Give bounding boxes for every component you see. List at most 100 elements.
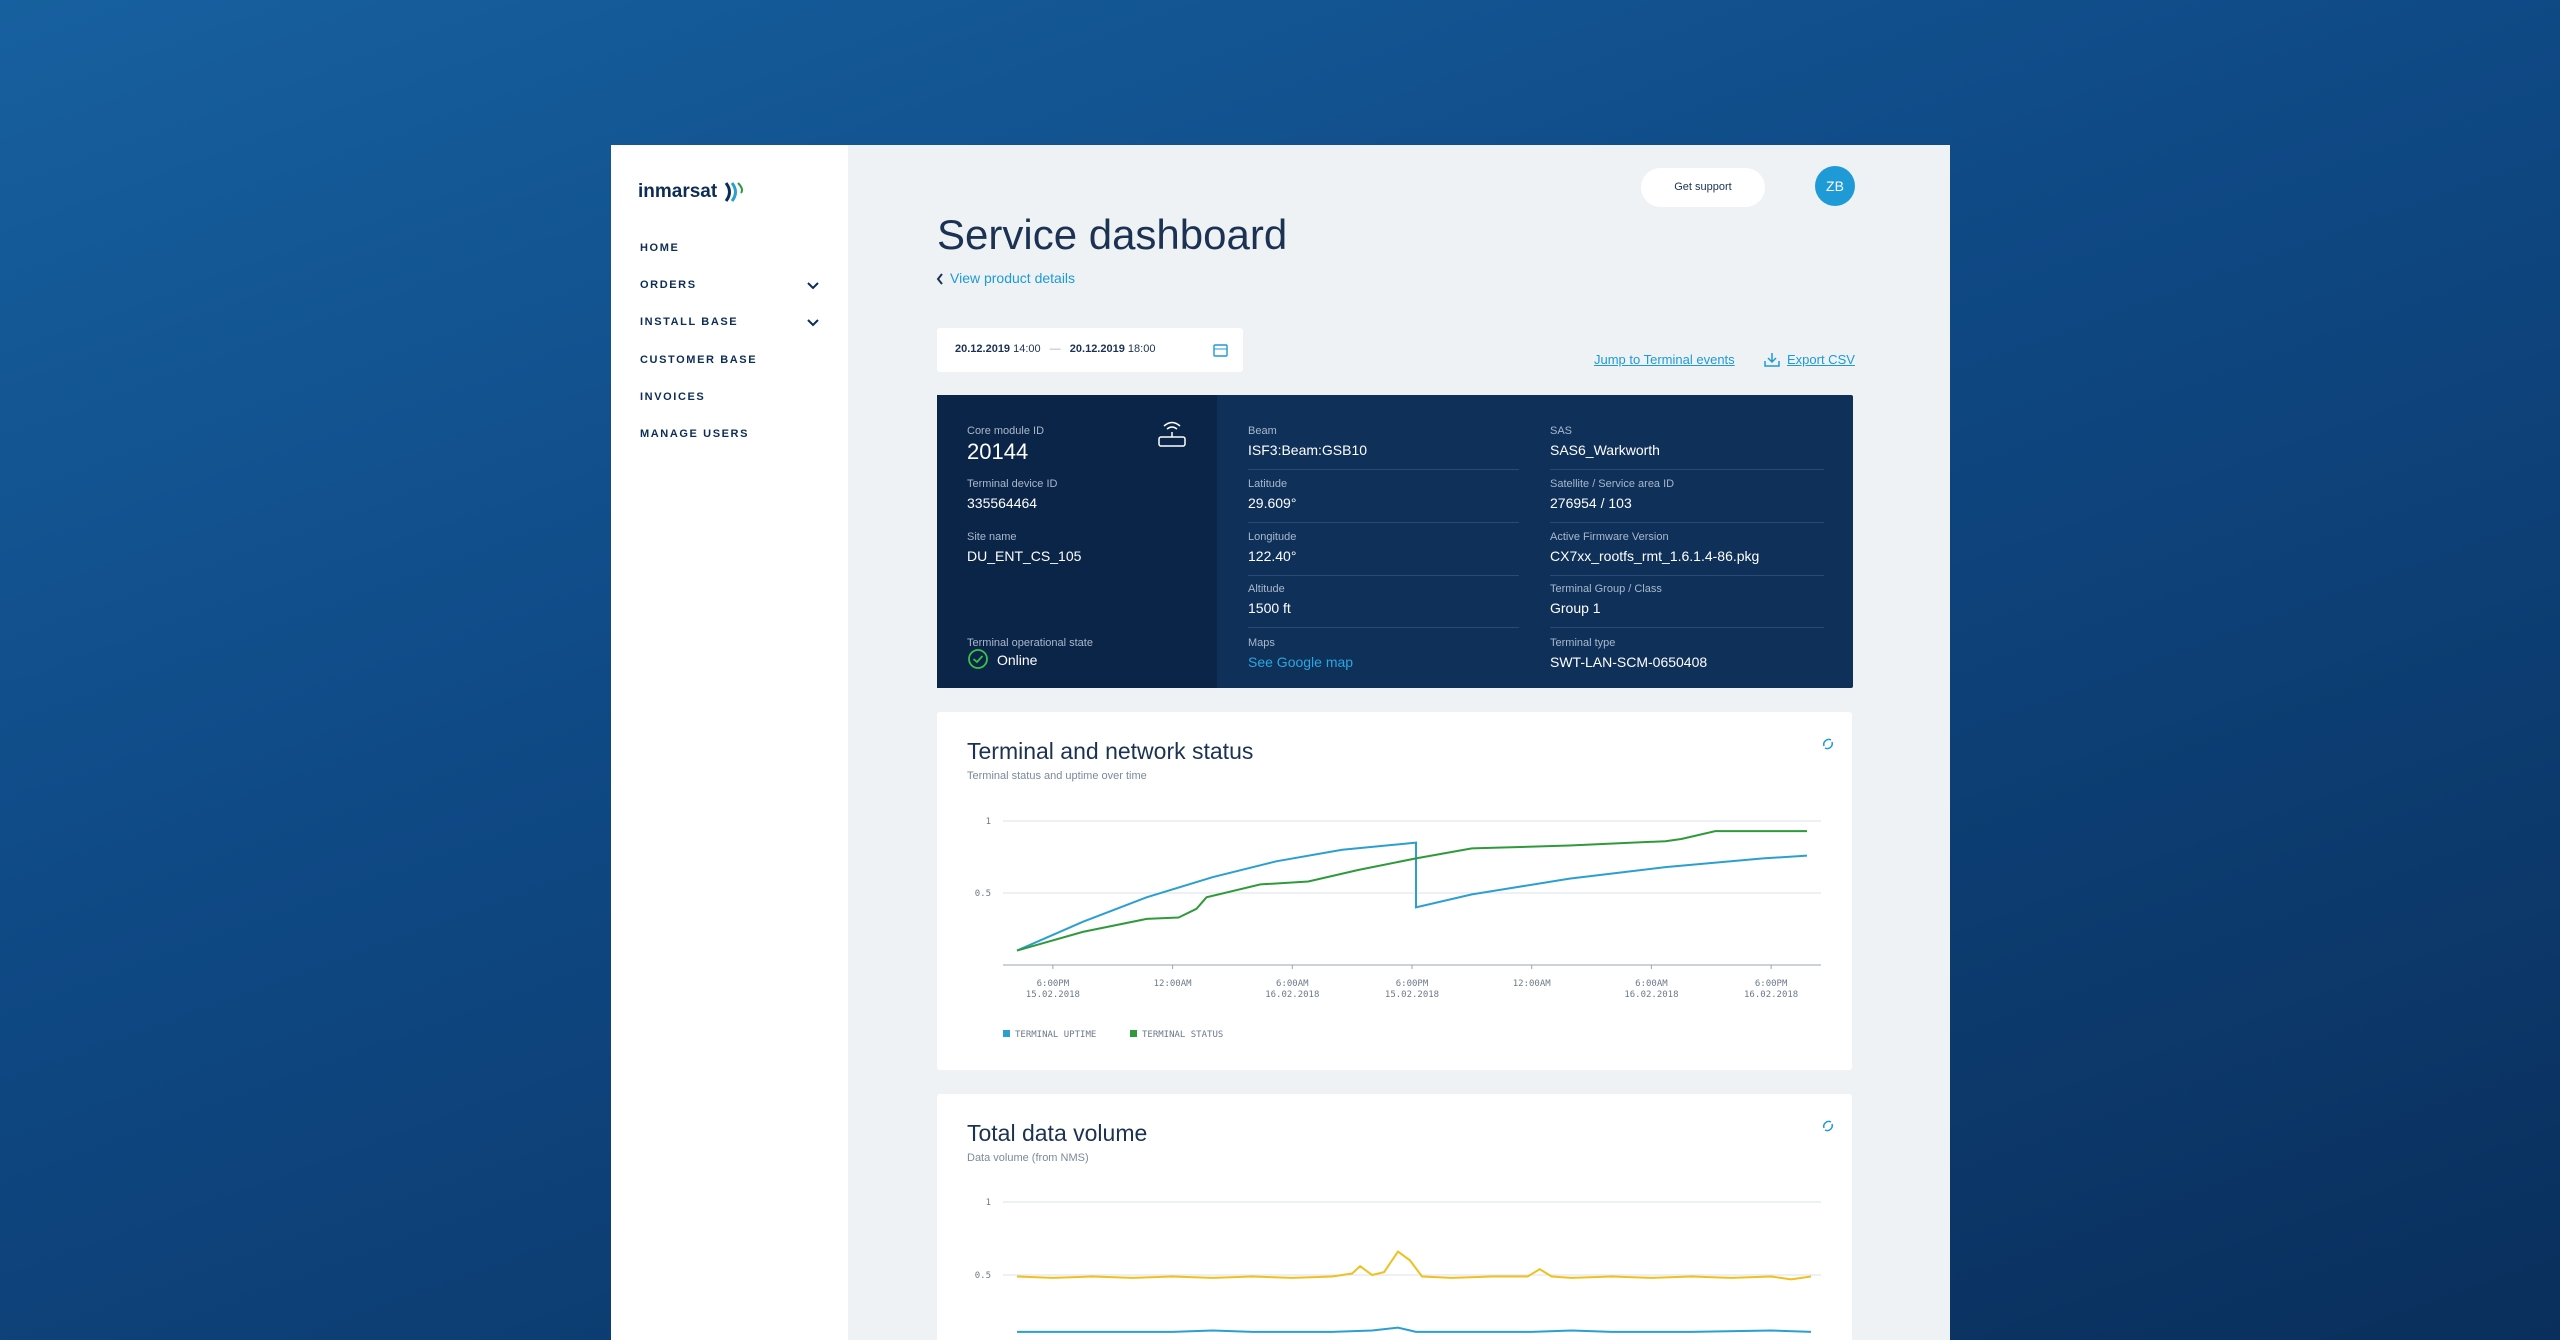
- nav-item[interactable]: INVOICES: [640, 391, 706, 403]
- end-date: 20.12.2019: [1069, 343, 1125, 355]
- start-date: 20.12.2019: [955, 343, 1011, 355]
- field-label: Latitude: [1248, 478, 1288, 490]
- separator: [1550, 575, 1824, 576]
- chart-title: Terminal and network status: [967, 738, 1254, 764]
- expand-icon[interactable]: [1820, 736, 1836, 752]
- x-tick-date: 15.02.2018: [1026, 990, 1080, 1000]
- legend-label: TERMINAL STATUS: [1142, 1030, 1223, 1040]
- field-value[interactable]: See Google map: [1248, 654, 1354, 670]
- volume-card: Total data volume Data volume (from NMS): [937, 1094, 1852, 1340]
- nav-item[interactable]: MANAGE USERS: [640, 428, 750, 440]
- separator: [1550, 522, 1824, 523]
- x-tick-label: 6:00AM: [1276, 979, 1309, 989]
- series-line: [1016, 1250, 1812, 1281]
- start-time: 14:00: [1013, 343, 1041, 355]
- chart-subtitle: Data volume (from NMS): [967, 1152, 1089, 1164]
- field-value: Online: [997, 652, 1038, 668]
- field-value: Group 1: [1550, 600, 1601, 616]
- back-link[interactable]: View product details: [950, 270, 1076, 286]
- date-picker[interactable]: 20.12.2019 14:00 — 20.12.2019 18:00: [937, 328, 1243, 372]
- download-icon: [1764, 353, 1780, 367]
- field-label: Core module ID: [967, 425, 1045, 437]
- x-tick-label: 6:00PM: [1396, 979, 1429, 989]
- nav-item[interactable]: INSTALL BASE: [640, 316, 739, 328]
- x-tick-label: 12:00AM: [1154, 979, 1193, 989]
- date-range: 20.12.2019 14:00 — 20.12.2019 18:00: [955, 343, 1155, 355]
- x-tick-date: 15.02.2018: [1385, 990, 1439, 1000]
- x-tick-label: 6:00PM: [1037, 979, 1070, 989]
- back-chevron: [936, 273, 943, 285]
- field-label: Active Firmware Version: [1550, 531, 1669, 543]
- separator: [1550, 469, 1824, 470]
- y-tick-label: 1: [986, 1198, 991, 1208]
- sidebar: inmarsat HOME ORDERS INSTALL BASE CUSTOMER …: [611, 145, 848, 1340]
- panel-left: [937, 395, 1217, 688]
- legend-label: TERMINAL UPTIME: [1015, 1030, 1096, 1040]
- field-label: Site name: [967, 531, 1017, 543]
- separator: [1248, 627, 1519, 628]
- calendar-icon: [1213, 344, 1228, 357]
- field-value: SWT-LAN-SCM-0650408: [1550, 654, 1708, 670]
- chart-title: Total data volume: [967, 1120, 1148, 1146]
- series-line: [1017, 1326, 1812, 1333]
- y-tick-label: 1: [986, 817, 991, 827]
- series-line: [1016, 841, 1808, 952]
- page-title: Service dashboard: [937, 211, 1288, 258]
- field-label: Terminal device ID: [967, 478, 1058, 490]
- field-label: Beam: [1248, 425, 1277, 437]
- field-value: SAS6_Warkworth: [1550, 442, 1660, 458]
- y-tick-label: 0.5: [975, 889, 991, 899]
- field-value: 1500 ft: [1248, 600, 1291, 616]
- terminal-icon: [1158, 421, 1186, 447]
- separator: [1248, 575, 1519, 576]
- support-button[interactable]: Get support: [1641, 168, 1765, 207]
- x-tick-label: 6:00AM: [1635, 979, 1668, 989]
- field-value: 276954 / 103: [1550, 495, 1632, 511]
- field-label: Terminal type: [1550, 637, 1616, 649]
- field-value: 20144: [967, 439, 1029, 464]
- x-tick-label: 6:00PM: [1755, 979, 1788, 989]
- field-label: Altitude: [1248, 583, 1285, 595]
- end-time: 18:00: [1127, 343, 1156, 355]
- field-value: CX7xx_rootfs_rmt_1.6.1.4-86.pkg: [1550, 548, 1760, 564]
- field-value: 29.609°: [1248, 495, 1297, 511]
- x-tick-date: 16.02.2018: [1624, 990, 1678, 1000]
- terminal-panel: Core module ID 20144 Terminal device ID 335…: [937, 395, 1853, 688]
- nav-item[interactable]: CUSTOMER BASE: [640, 354, 758, 366]
- field-value: 335564464: [967, 495, 1038, 511]
- field-value: DU_ENT_CS_105: [967, 548, 1082, 564]
- nav-chevron[interactable]: [806, 318, 820, 328]
- logo[interactable]: inmarsat: [638, 181, 718, 202]
- field-label: Satellite / Service area ID: [1550, 478, 1675, 490]
- nav-item[interactable]: ORDERS: [640, 279, 697, 291]
- x-tick-date: 16.02.2018: [1744, 990, 1798, 1000]
- field-value: ISF3:Beam:GSB10: [1248, 442, 1368, 458]
- x-tick-date: 16.02.2018: [1265, 990, 1319, 1000]
- logo-mark: [724, 182, 743, 202]
- field-label: Terminal Group / Class: [1550, 583, 1662, 595]
- expand-icon[interactable]: [1820, 1118, 1836, 1134]
- status-card: Terminal and network status Terminal sta…: [937, 712, 1852, 1070]
- separator: —: [1049, 343, 1061, 355]
- series-line: [1016, 830, 1807, 952]
- field-label: SAS: [1550, 425, 1573, 437]
- nav-item[interactable]: HOME: [640, 242, 680, 254]
- separator: [1550, 627, 1824, 628]
- separator: [1248, 522, 1519, 523]
- legend-swatch: [1130, 1030, 1137, 1037]
- nav-chevron[interactable]: [806, 281, 820, 291]
- app-window: inmarsat HOME ORDERS INSTALL BASE CUSTOMER …: [611, 145, 1950, 1340]
- field-label: Terminal operational state: [967, 637, 1093, 649]
- x-tick-label: 12:00AM: [1513, 979, 1552, 989]
- legend-swatch: [1003, 1030, 1010, 1037]
- jump-link[interactable]: Jump to Terminal events: [1594, 352, 1735, 367]
- separator: [1248, 469, 1519, 470]
- online-icon: [968, 649, 988, 669]
- chart-subtitle: Terminal status and uptime over time: [967, 770, 1147, 782]
- avatar[interactable]: ZB: [1815, 166, 1855, 206]
- export-link[interactable]: Export CSV: [1787, 352, 1855, 367]
- y-tick-label: 0.5: [975, 1271, 991, 1281]
